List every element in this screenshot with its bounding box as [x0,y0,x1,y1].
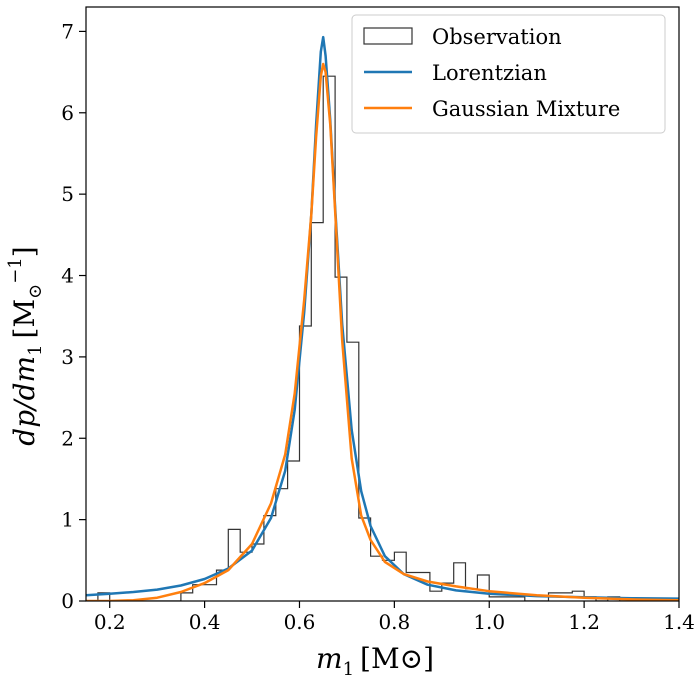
x-tick-label: 1.4 [663,610,695,634]
x-tick-label: 0.8 [378,610,410,634]
series-line-gaussian-mixture [86,62,679,601]
series-line-lorentzian [86,35,679,600]
y-tick-label: 5 [61,182,74,206]
y-axis-label-unit: [M [8,299,41,339]
legend-observation-swatch [363,27,413,45]
y-tick-label: 2 [61,426,74,450]
y-tick-label: 7 [61,19,74,43]
x-axis-label-sub: 1 [343,659,354,680]
y-tick-label: 4 [61,264,74,288]
y-axis-label-unit-sub: ⊙ [25,284,46,299]
plot-frame [85,6,680,602]
y-tick-label: 3 [61,345,74,369]
y-axis-label-main: dp/dm [8,356,41,446]
x-axis-label-main: m [316,642,343,675]
legend-box [351,14,666,134]
series-layer [86,35,679,601]
x-tick-label: 1.0 [473,610,505,634]
x-tick-label: 0.6 [284,610,316,634]
y-axis-label: dp/dm1 [M⊙−1] [5,246,46,445]
legend-lorentzian-label: Lorentzian [432,61,547,85]
legend-gaussian-label: Gaussian Mixture [432,97,620,121]
y-tick-label: 6 [61,101,74,125]
y-axis-label-unit-sup: −1 [5,257,26,284]
y-axis-label-close: ] [8,246,41,257]
x-tick-label: 1.2 [568,610,600,634]
x-axis: 0.2 0.4 0.6 0.8 1.0 1.2 1.4 [94,601,695,634]
y-axis: 0 1 2 3 4 5 6 7 [61,19,86,613]
legend: Observation Lorentzian Gaussian Mixture [351,14,666,134]
x-tick-label: 0.2 [94,610,126,634]
y-tick-label: 1 [61,508,74,532]
y-axis-label-sub: 1 [25,344,46,355]
x-axis-label: m1 [M⊙] [316,642,434,680]
x-tick-label: 0.4 [189,610,221,634]
y-tick-label: 0 [61,589,74,613]
legend-observation-label: Observation [432,25,562,49]
x-axis-label-unit: [M⊙] [360,642,434,675]
